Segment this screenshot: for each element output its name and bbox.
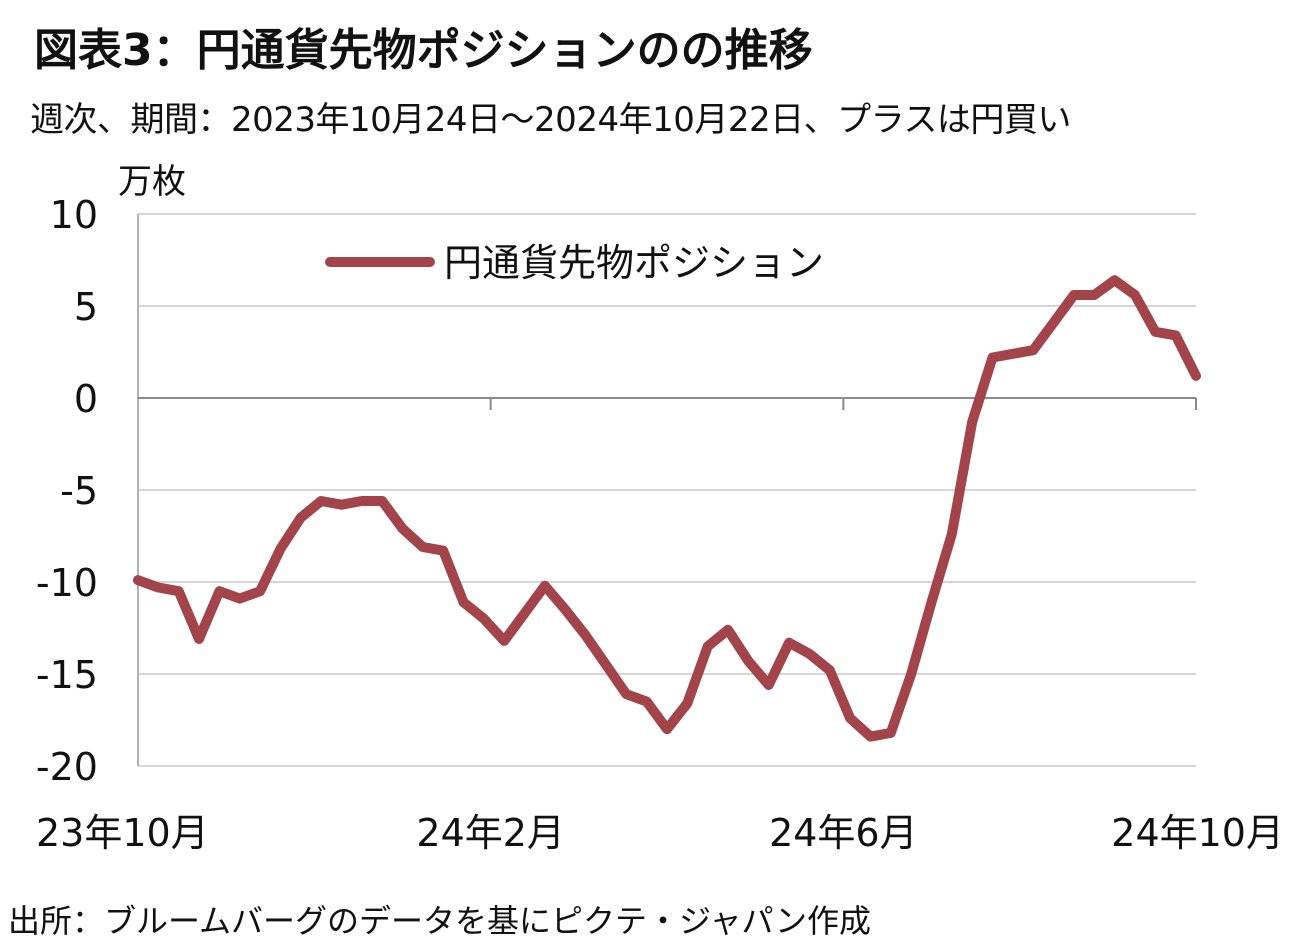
y-axis-unit: 万枚	[118, 162, 186, 202]
y-tick-label: -20	[36, 745, 98, 789]
x-axis-labels: 23年10月 24年2月 24年6月 24年10月	[36, 811, 1284, 855]
grid	[138, 213, 1196, 767]
source-note: 出所：ブルームバーグのデータを基にピクテ・ジャパン作成	[8, 902, 872, 940]
x-tick-label: 23年10月	[36, 811, 209, 855]
y-tick-label: -10	[36, 561, 98, 605]
x-axis	[137, 214, 1197, 766]
y-tick-label: 0	[74, 377, 98, 421]
series-group	[133, 275, 1201, 742]
series-line	[133, 275, 1201, 742]
y-tick-label: -15	[36, 653, 98, 697]
y-tick-label: 10	[50, 193, 98, 237]
chart-subtitle: 週次、期間：2023年10月24日～2024年10月22日、プラスは円買い	[30, 100, 1071, 140]
y-axis-labels: 10 5 0 -5 -10 -15 -20	[36, 193, 98, 789]
chart-title: 図表3：円通貨先物ポジションのの推移	[34, 25, 813, 76]
legend: 円通貨先物ポジション	[325, 241, 824, 285]
x-tick-label: 24年2月	[416, 811, 565, 855]
legend-label: 円通貨先物ポジション	[444, 241, 824, 285]
x-tick-label: 24年10月	[1111, 811, 1284, 855]
x-tick-label: 24年6月	[769, 811, 918, 855]
y-tick-label: -5	[60, 469, 98, 513]
y-tick-label: 5	[74, 285, 98, 329]
